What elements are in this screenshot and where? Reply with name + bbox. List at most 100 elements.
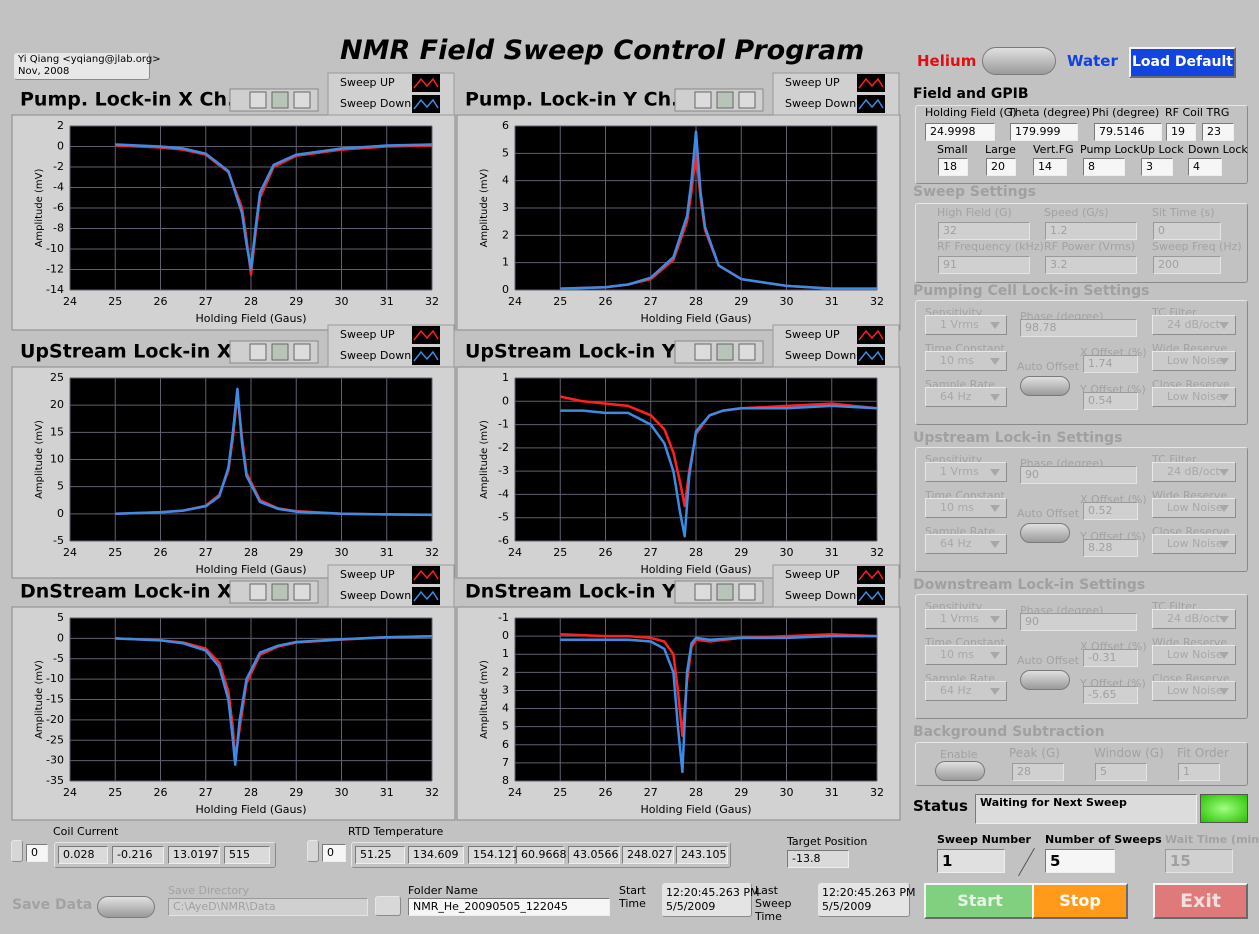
data-line [560,130,877,290]
field-label: Auto Offset [1017,360,1080,373]
legend-line [858,77,884,89]
dropdown[interactable]: 24 dB/oct [1152,315,1236,335]
dropdown[interactable]: 1 Vrms [925,609,1007,629]
dropdown[interactable]: Low Noise [1152,534,1236,554]
dropdown[interactable]: 24 dB/oct [1152,462,1236,482]
x-axis-label: Holding Field (Gaus) [196,312,307,325]
number-of-sweeps-value[interactable]: 5 [1045,849,1115,873]
field-value: 0 [1153,222,1221,240]
dropdown[interactable]: 64 Hz [925,534,1007,554]
field-value: -0.216 [112,846,164,864]
dropdown[interactable]: 64 Hz [925,681,1007,701]
y-tick-label: -35 [46,774,64,787]
legend-line [858,569,884,581]
x-tick-label: 25 [553,295,567,308]
time-box [662,883,752,917]
x-tick-label: 27 [199,546,213,559]
x-tick-label: 29 [734,786,748,799]
x-tick-label: 24 [63,546,77,559]
palette-tool [738,583,756,601]
load-default-button[interactable]: Load Default [1129,47,1236,78]
dropdown[interactable]: 10 ms [925,645,1007,665]
dropdown[interactable]: 1 Vrms [925,462,1007,482]
y-tick-label: 1 [502,256,509,269]
dropdown[interactable]: Low Noise [1152,498,1236,518]
x-tick-label: 28 [244,786,258,799]
x-tick-label: 29 [289,546,303,559]
dropdown[interactable]: Low Noise [1152,351,1236,371]
dropdown[interactable]: Low Noise [1152,681,1236,701]
legend-entry: Sweep UP [785,328,840,341]
dropdown[interactable]: 24 dB/oct [1152,609,1236,629]
y-axis-label: Amplitude (mV) [34,168,45,247]
x-tick-label: 25 [108,295,122,308]
dropdown[interactable]: Low Noise [1152,645,1236,665]
y-tick-label: -30 [46,754,64,767]
field-value: -0.31 [1083,649,1138,667]
field-value: 4 [1188,158,1222,176]
field-value: 14 [1033,158,1067,176]
mode-switch[interactable] [982,47,1056,75]
data-line [115,387,433,517]
y-axis-label: Amplitude (mV) [479,420,490,499]
time-box [818,883,910,917]
dropdown[interactable]: Low Noise [1152,387,1236,407]
x-tick-label: 30 [335,546,349,559]
field-value: -5.65 [1083,686,1138,704]
x-tick-label: 24 [508,786,522,799]
save-data-switch[interactable] [97,896,155,918]
field-value: 91 [938,256,1030,274]
array-index[interactable]: 0 [322,844,346,862]
save-data-label: Save Data [12,897,93,913]
auto-offset-button[interactable] [1020,376,1070,396]
exit-button[interactable]: Exit [1153,883,1248,919]
field-value: 200 [1153,256,1221,274]
index-spinner[interactable] [307,840,319,862]
index-spinner[interactable] [11,840,23,862]
x-tick-label: 32 [425,546,439,559]
browse-button[interactable] [375,896,401,916]
x-tick-label: 30 [780,295,794,308]
dropdown[interactable]: 10 ms [925,498,1007,518]
y-tick-label: 2 [502,665,509,678]
stop-button[interactable]: Stop [1032,883,1128,919]
path-value[interactable]: C:\AyeD\NMR\Data [168,898,368,916]
field-label: Phi (degree) [1092,106,1160,119]
status-value: Waiting for Next Sweep [975,794,1197,824]
y-tick-label: 0 [502,283,509,296]
x-tick-label: 25 [553,546,567,559]
field-value: 3.2 [1045,256,1137,274]
auto-offset-button[interactable] [1020,523,1070,543]
dropdown[interactable]: 10 ms [925,351,1007,371]
y-axis-label: Amplitude (mV) [479,168,490,247]
enable-switch[interactable] [935,761,985,781]
x-tick-label: 27 [644,786,658,799]
legend-entry: Sweep Down [785,97,856,110]
field-value: 19 [1166,123,1196,141]
palette-tool [694,343,712,361]
y-axis-label: Amplitude (mV) [34,660,45,739]
frame [915,447,1248,572]
x-tick-label: 32 [870,546,884,559]
plot-title: DnStream Lock-in Y [465,581,676,603]
y-tick-label: -20 [46,713,64,726]
array-index[interactable]: 0 [26,844,48,862]
palette-tool [694,91,712,109]
field-label: Fit Order [1177,746,1229,760]
field-label: Up Lock [1140,143,1184,156]
field-value: 18 [938,158,968,176]
author-box [14,53,150,80]
start-button[interactable]: Start [924,883,1036,919]
date: Nov, 2008 [18,66,70,77]
dropdown[interactable]: 1 Vrms [925,315,1007,335]
palette-tool [271,91,289,109]
field-value: 8 [1083,158,1125,176]
auto-offset-button[interactable] [1020,670,1070,690]
y-tick-label: 7 [502,756,509,769]
field-value: 90 [1020,466,1137,484]
field-value: 28 [1012,763,1064,781]
dropdown[interactable]: 64 Hz [925,387,1007,407]
y-tick-label: -25 [46,733,64,746]
